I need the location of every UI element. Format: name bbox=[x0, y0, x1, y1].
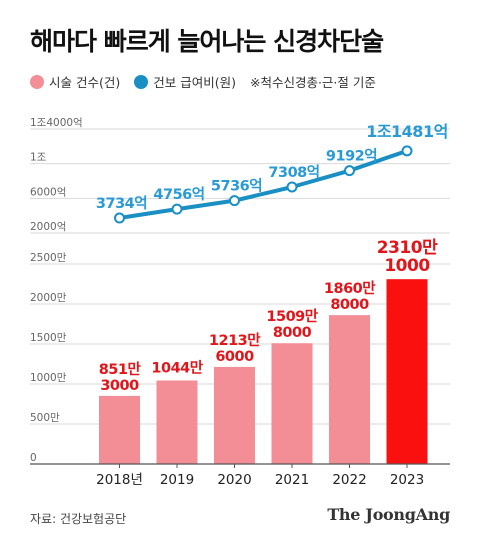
x-axis-label: 2023 bbox=[390, 472, 424, 488]
bar bbox=[156, 380, 198, 464]
x-axis-label: 2022 bbox=[332, 472, 366, 488]
bar bbox=[271, 343, 313, 464]
bar bbox=[214, 366, 255, 464]
bar-data-label-cont: 6000 bbox=[215, 349, 254, 365]
bar-data-label-cont: 8000 bbox=[273, 325, 312, 341]
brand-logo: The JoongAng bbox=[327, 505, 450, 524]
bar bbox=[329, 315, 370, 464]
bar-ytick-label: 1000만 bbox=[30, 372, 67, 384]
bar-ytick-label: 0 bbox=[30, 452, 37, 464]
line-data-label: 5736억 bbox=[211, 177, 262, 195]
bar-ytick-label: 2000만 bbox=[30, 292, 67, 304]
line-point bbox=[229, 195, 240, 207]
x-axis-label: 2018년 bbox=[96, 472, 143, 488]
line-point bbox=[401, 145, 413, 157]
line-data-label: 7308억 bbox=[268, 163, 319, 181]
source-text: 자료: 건강보험공단 bbox=[30, 512, 127, 526]
line-point bbox=[286, 181, 298, 193]
legend-swatch-insurance bbox=[134, 74, 149, 89]
bar-data-label: 851만 bbox=[99, 361, 142, 378]
bar-data-label: 1213만 bbox=[209, 332, 261, 349]
line-ytick-label: 2000억 bbox=[30, 221, 66, 233]
bar-ytick-label: 500만 bbox=[30, 412, 60, 424]
line-point bbox=[344, 165, 355, 177]
bar-data-label-cont: 3000 bbox=[100, 378, 139, 394]
line-ytick-label: 1조 bbox=[30, 152, 47, 164]
legend: 시술 건수(건) 건보 급여비(원) ※척수신경총·근·절 기준 bbox=[30, 72, 376, 91]
legend-label-procedures: 시술 건수(건) bbox=[49, 75, 121, 90]
bar-data-label: 1509만 bbox=[266, 308, 318, 325]
line-data-label: 9192억 bbox=[326, 147, 377, 165]
bar-data-label: 1044만 bbox=[151, 359, 203, 376]
legend-item-procedures: 시술 건수(건) bbox=[30, 72, 120, 91]
bar-ytick-label: 1500만 bbox=[30, 332, 67, 344]
bar-data-label-cont: 8000 bbox=[330, 297, 369, 313]
x-axis-label: 2020 bbox=[217, 472, 251, 488]
line-data-label: 3734억 bbox=[96, 194, 147, 212]
chart-title: 해마다 빠르게 늘어나는 신경차단술 bbox=[30, 27, 384, 56]
legend-swatch-procedures bbox=[30, 74, 44, 89]
bar bbox=[386, 279, 428, 464]
bar bbox=[99, 395, 140, 464]
line-point bbox=[171, 203, 183, 215]
legend-label-insurance: 건보 급여비(원) bbox=[153, 75, 236, 90]
bar-data-label: 2310만 bbox=[377, 238, 438, 258]
bar-data-label: 1860만 bbox=[324, 280, 376, 297]
line-point bbox=[114, 212, 125, 224]
legend-item-insurance: 건보 급여비(원) bbox=[134, 72, 236, 91]
chart-area: 2000억 6000억 1조 1조4000억 3734억 4756억 5736억 7308억 9… bbox=[30, 117, 450, 488]
line-data-label: 4756억 bbox=[153, 185, 204, 203]
x-axis-label: 2019 bbox=[160, 472, 194, 488]
line-series bbox=[119, 148, 408, 220]
line-ytick-label: 6000억 bbox=[30, 186, 66, 198]
legend-note: ※척수신경총·근·절 기준 bbox=[249, 75, 376, 90]
line-ytick-label: 1조4000억 bbox=[30, 117, 83, 129]
bar-ytick-label: 2500만 bbox=[30, 252, 67, 264]
x-axis-label: 2021 bbox=[275, 472, 309, 488]
bar-data-label-cont: 1000 bbox=[384, 256, 430, 276]
line-data-label: 1조1481억 bbox=[366, 122, 448, 141]
